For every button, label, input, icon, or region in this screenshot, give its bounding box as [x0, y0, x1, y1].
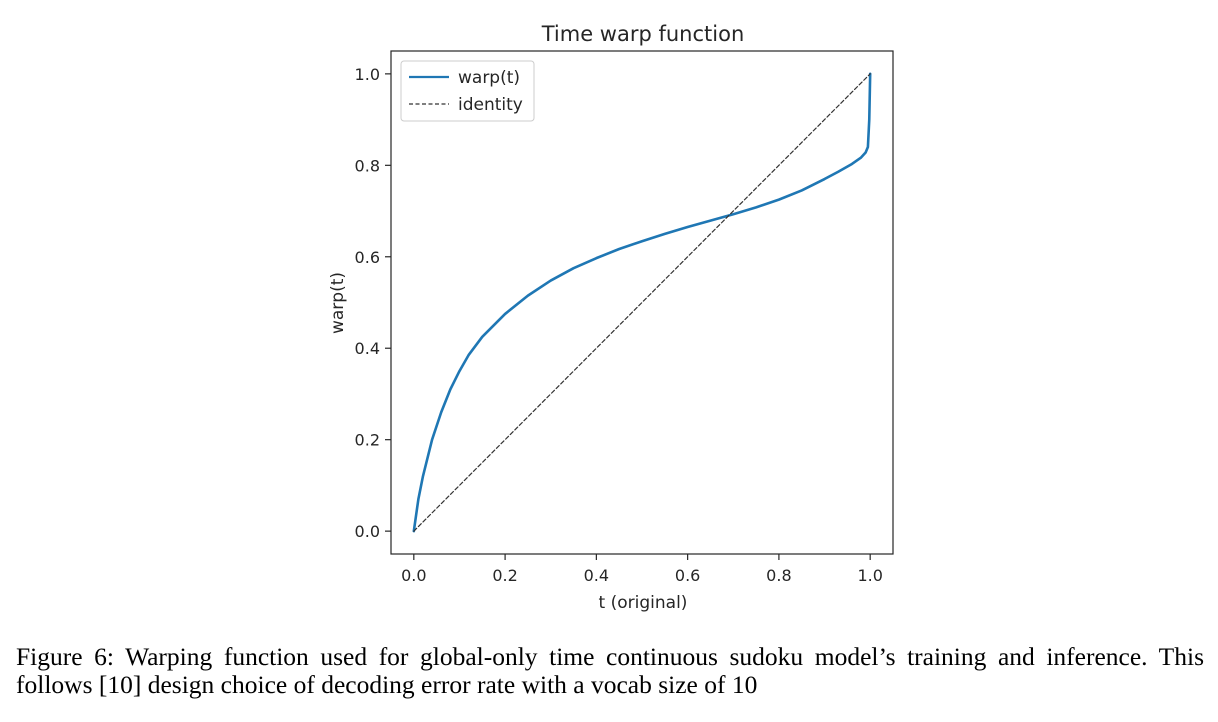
x-tick-label: 0.8 [766, 566, 791, 585]
y-tick-label: 0.4 [355, 339, 380, 358]
y-tick-label: 0.8 [355, 156, 380, 175]
x-tick-label: 0.6 [675, 566, 700, 585]
series-line-warp [412, 72, 872, 533]
y-tick-label: 0.0 [355, 522, 380, 541]
x-tick-label: 0.4 [584, 566, 609, 585]
series-line-identity [413, 73, 871, 532]
legend: warp(t) identity [400, 60, 535, 122]
plot-frame [390, 50, 894, 555]
y-axis-label: warp(t) [328, 272, 348, 334]
chart-title: Time warp function [541, 22, 745, 46]
figure-caption: Figure 6: Warping function used for glob… [16, 642, 1204, 699]
x-tick-label: 0.2 [492, 566, 517, 585]
y-tick-label: 0.2 [355, 431, 380, 450]
x-tick-label: 0.0 [401, 566, 426, 585]
y-tick-label: 0.6 [355, 248, 380, 267]
x-axis: 0.0 0.2 0.4 0.6 0.8 1.0 [401, 554, 883, 585]
x-axis-label: t (original) [599, 593, 688, 613]
legend-label-identity: identity [458, 95, 523, 115]
chart: Time warp function 0.0 0.2 0.4 0.6 0.8 1.0 0.… [328, 22, 894, 613]
y-axis: 0.0 0.2 0.4 0.6 0.8 1.0 [355, 65, 391, 541]
legend-label-warp: warp(t) [458, 68, 520, 88]
y-tick-label: 1.0 [355, 65, 380, 84]
plot-area [412, 72, 872, 533]
x-tick-label: 1.0 [857, 566, 882, 585]
